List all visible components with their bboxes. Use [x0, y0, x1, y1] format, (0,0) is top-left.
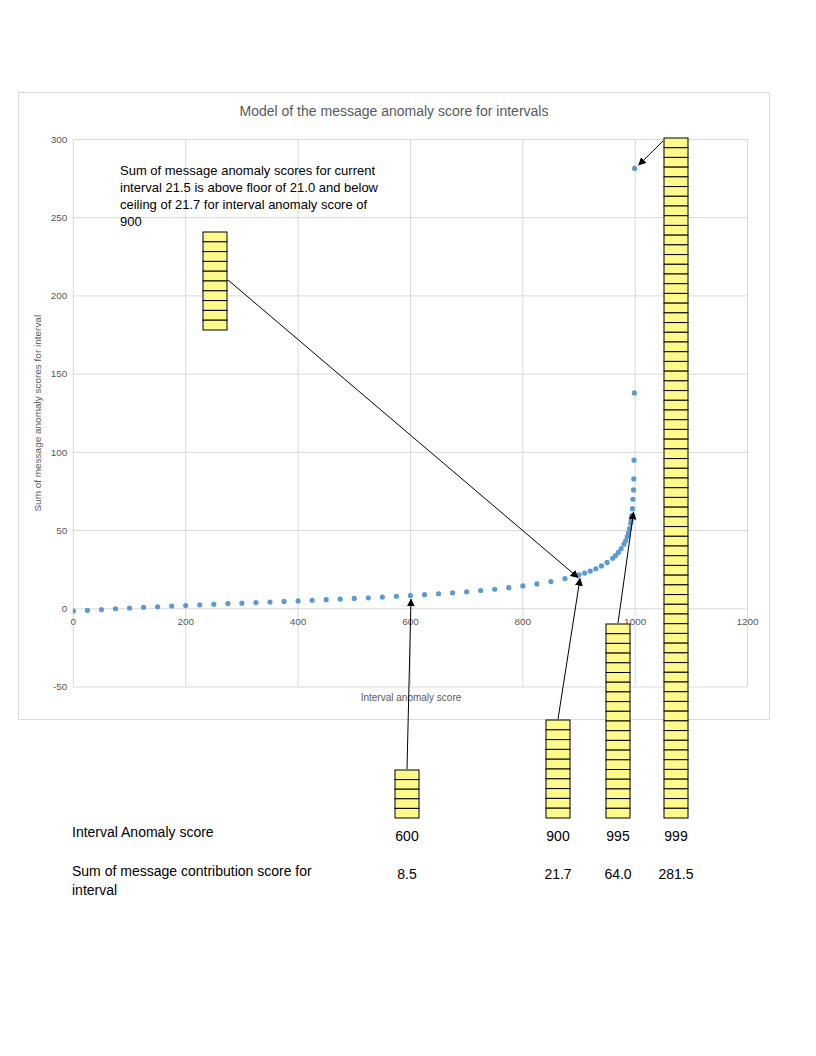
- svg-text:Sum of message anomaly scores: Sum of message anomaly scores for interv…: [32, 315, 43, 512]
- svg-text:1000: 1000: [624, 616, 647, 627]
- svg-text:200: 200: [177, 616, 194, 627]
- html-text:ceiling of 21.7 for interval a: ceiling of 21.7 for interval anomaly sco…: [120, 197, 368, 212]
- html-text:281.5: 281.5: [658, 866, 694, 882]
- html-text:Sum of message contribution sc: Sum of message contribution score for in…: [72, 863, 312, 898]
- html-text:999: 999: [664, 828, 688, 844]
- svg-text:400: 400: [290, 616, 307, 627]
- html-text:21.7: 21.7: [544, 866, 572, 882]
- html-text:600: 600: [395, 828, 419, 844]
- svg-text:0: 0: [71, 616, 77, 627]
- html-text:900: 900: [120, 214, 142, 229]
- svg-text:100: 100: [51, 447, 68, 458]
- html-text:Interval anomaly score: Interval anomaly score: [360, 692, 462, 703]
- svg-text:50: 50: [56, 525, 68, 536]
- svg-text:200: 200: [51, 290, 68, 301]
- svg-text:800: 800: [515, 616, 532, 627]
- svg-text:-50: -50: [53, 681, 68, 692]
- html-text:64.0: 64.0: [604, 866, 632, 882]
- html-text:900: 900: [546, 828, 570, 844]
- svg-text:0: 0: [62, 603, 68, 614]
- html-text:8.5: 8.5: [397, 866, 417, 882]
- html-text:Sum of message anomaly scores: Sum of message anomaly scores for curren…: [120, 163, 376, 178]
- html-text:995: 995: [606, 828, 630, 844]
- svg-text:600: 600: [402, 616, 419, 627]
- html-text:interval 21.5 is above floor o: interval 21.5 is above floor of 21.0 and…: [120, 180, 378, 195]
- html-text:Interval Anomaly score: Interval Anomaly score: [72, 824, 214, 840]
- html-text:Model of the message anomaly s: Model of the message anomaly score for i…: [239, 103, 549, 119]
- svg-text:300: 300: [51, 134, 68, 145]
- svg-text:150: 150: [51, 368, 68, 379]
- svg-text:250: 250: [51, 212, 68, 223]
- svg-text:1200: 1200: [736, 616, 759, 627]
